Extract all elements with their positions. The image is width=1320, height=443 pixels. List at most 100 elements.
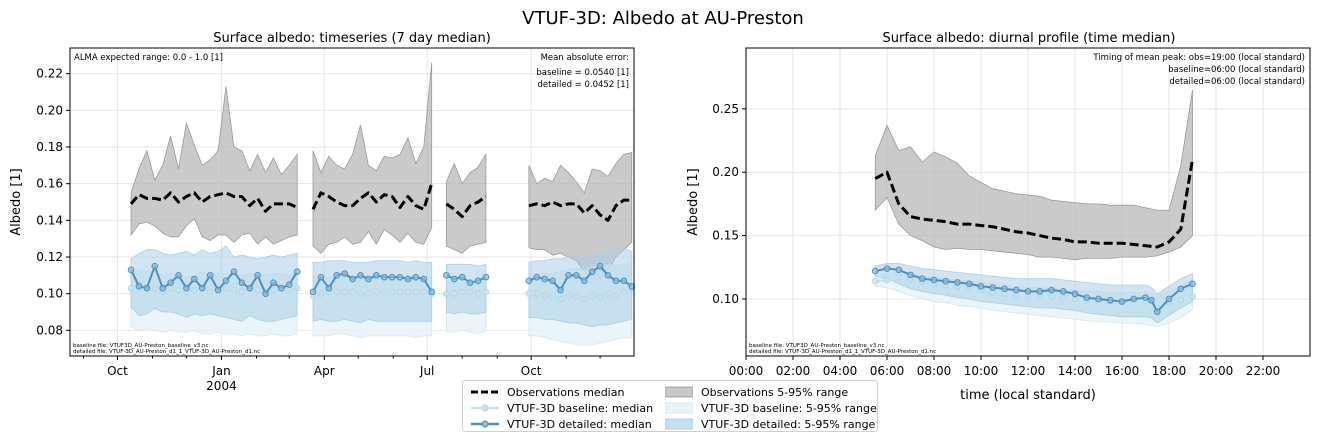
baseline-median-line-point xyxy=(365,290,372,297)
detailed-median-line-point xyxy=(127,266,135,274)
baseline-median-line-point xyxy=(549,294,556,301)
timeseries-plot-area xyxy=(127,62,636,346)
baseline-median-line-point xyxy=(317,290,325,297)
baseline-median-line-point xyxy=(474,290,482,297)
detailed-median-line-point xyxy=(175,272,182,279)
y-tick-label: 0.25 xyxy=(712,102,739,116)
detailed-median-line-point xyxy=(365,275,372,283)
baseline-median-line-point xyxy=(191,286,198,294)
diurnal-title: Surface albedo: diurnal profile (time me… xyxy=(883,31,1176,46)
legend-label: Observations median xyxy=(507,385,625,399)
legend-swatch-fill-icon xyxy=(665,418,693,430)
y-tick-label: 0.10 xyxy=(712,292,739,306)
baseline-median-line-point xyxy=(357,290,364,297)
detailed-median-line-point xyxy=(573,272,580,279)
timeseries-axes: 0.08 0.10 0.12 0.14 0.16 0.18 0.20 0.22 Oct Jan20… xyxy=(36,67,601,393)
detailed-median-line-point xyxy=(1142,294,1149,301)
detailed-median-line-point xyxy=(965,280,973,288)
baseline-median-line-point xyxy=(1048,293,1055,300)
detailed-median-line-point xyxy=(458,273,466,281)
observations-median-line xyxy=(528,198,632,222)
diurnal-axes: 0.10 0.15 0.20 0.25 00:00 02:00 04:00 06:00 08:0… xyxy=(712,102,1280,378)
x-tick-label: Jan xyxy=(211,364,231,378)
detailed-median-line-point xyxy=(604,272,612,279)
detailed-median-line-point xyxy=(580,277,588,285)
detailed-median-line-point xyxy=(262,290,269,297)
baseline-median-line xyxy=(312,290,432,297)
baseline-median-line-point xyxy=(270,286,277,294)
detailed-median-line-point xyxy=(278,284,285,292)
legend-swatch-line-marker-icon xyxy=(471,404,499,412)
detailed-median-line-point xyxy=(450,275,458,283)
detailed-median-line-point xyxy=(183,284,190,292)
detailed-median-line-point xyxy=(1048,286,1055,294)
detailed-median-line-point xyxy=(443,272,450,279)
x-tick-label: Oct xyxy=(521,364,542,378)
detailed-median-line-point xyxy=(918,275,926,282)
baseline-median-line-point xyxy=(388,288,396,296)
baseline-median-line-point xyxy=(573,294,580,301)
detailed-median-line-point xyxy=(525,277,533,285)
detailed-median-line-point xyxy=(596,262,604,270)
detailed-median-line-point xyxy=(1083,294,1091,301)
detailed-median-line-point xyxy=(620,277,628,285)
baseline-median-line xyxy=(875,276,1193,310)
diurnal-annotation-peak-line: Timing of mean peak: obs=19:00 (local st… xyxy=(1092,53,1305,63)
detailed-median-line-point xyxy=(206,272,214,279)
detailed-median-line-point xyxy=(907,271,914,279)
baseline-median-line-point xyxy=(396,288,404,296)
detailed-median-line-point xyxy=(954,279,961,286)
baseline-median-line-point xyxy=(565,292,572,299)
legend-item-baseline-range: VTUF-3D baseline: 5-95% range xyxy=(665,400,877,416)
detailed-median-line-point xyxy=(309,288,317,296)
baseline-median-line-point xyxy=(206,288,214,296)
baseline-median-line-point xyxy=(883,276,891,284)
x-tick-sublabel: 2004 xyxy=(206,379,237,393)
detailed-median-line-point xyxy=(1059,288,1067,295)
detailed-median-line-point xyxy=(191,275,198,283)
detailed-median-line-point xyxy=(989,284,997,291)
detailed-median-line-point xyxy=(1036,288,1044,295)
y-tick-label: 0.08 xyxy=(36,323,63,337)
detailed-median-line-point xyxy=(1165,295,1173,303)
timeseries-chart: Surface albedo: timeseries (7 day median… xyxy=(9,31,636,393)
baseline-median-line-point xyxy=(230,286,238,294)
y-tick-label: 0.16 xyxy=(36,177,63,191)
baseline-median-line-point xyxy=(525,290,533,297)
timeseries-annotation-error: Mean absolute error: baseline = 0.0540 [… xyxy=(536,53,629,90)
diurnal-xlabel: time (local standard) xyxy=(960,388,1096,403)
diurnal-file-notes: baseline file: VTUF3D_AU-Preston_baselin… xyxy=(749,343,936,355)
legend-item-baseline-median: VTUF-3D baseline: median xyxy=(471,400,653,416)
legend-item-detailed-range: VTUF-3D detailed: 5-95% range xyxy=(665,416,875,432)
detailed-median-line-point xyxy=(1177,285,1185,293)
baseline-median-line-point xyxy=(412,288,420,296)
legend-label: VTUF-3D baseline: 5-95% range xyxy=(701,401,877,415)
baseline-median-line-point xyxy=(580,295,588,303)
baseline-median-line-point xyxy=(404,288,412,296)
baseline-median-line-point xyxy=(557,295,564,303)
detailed-median-line-point xyxy=(380,273,388,281)
x-tick-label: 14:00 xyxy=(1058,364,1093,378)
diurnal-file-note: detailed file: VTUF-3D_AU-Preston_d1_1_V… xyxy=(749,349,936,355)
x-tick-label: 08:00 xyxy=(917,364,952,378)
x-tick-label: 06:00 xyxy=(870,364,905,378)
legend-item-observations-range: Observations 5-95% range xyxy=(665,384,848,400)
detailed-median-line-point xyxy=(930,276,938,284)
baseline-median-line-point xyxy=(596,294,604,301)
baseline-median-line-point xyxy=(466,288,474,296)
legend-swatch-dashed-line-icon xyxy=(471,390,499,394)
detailed-median-line-point xyxy=(1106,296,1114,304)
detailed-median-line-point xyxy=(871,267,879,275)
legend-label: VTUF-3D detailed: 5-95% range xyxy=(701,417,876,431)
x-tick-label: 20:00 xyxy=(1199,364,1234,378)
detailed-median-line-point xyxy=(373,272,380,279)
detailed-median-line-point xyxy=(214,286,222,294)
baseline-median-line-point xyxy=(293,284,301,292)
detailed-median-line-point xyxy=(333,272,341,279)
detailed-median-line-point xyxy=(1001,285,1008,293)
y-tick-label: 0.18 xyxy=(36,140,63,154)
legend-label: VTUF-3D baseline: median xyxy=(507,401,654,415)
detailed-median-line-point xyxy=(198,284,206,292)
legend-label: VTUF-3D detailed: median xyxy=(507,417,652,431)
diurnal-plot-area xyxy=(871,89,1196,328)
